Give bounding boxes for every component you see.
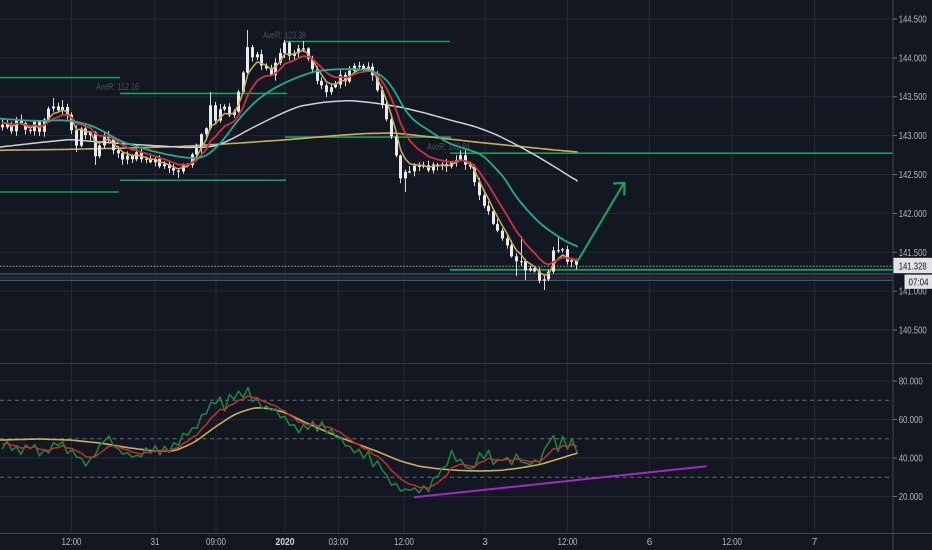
svg-text:31: 31 — [151, 537, 160, 548]
svg-text:2020: 2020 — [276, 537, 295, 548]
svg-text:12:00: 12:00 — [62, 537, 82, 548]
svg-text:12:00: 12:00 — [394, 537, 414, 548]
svg-text:3: 3 — [482, 537, 488, 548]
svg-text:AveR: 123.38: AveR: 123.38 — [263, 31, 306, 42]
svg-text:09:00: 09:00 — [206, 537, 226, 548]
svg-text:12:00: 12:00 — [722, 537, 742, 548]
svg-text:7: 7 — [812, 537, 818, 548]
svg-text:144.000: 144.000 — [899, 53, 927, 64]
svg-text:142.000: 142.000 — [899, 209, 927, 220]
svg-text:AveR: 112.16: AveR: 112.16 — [96, 82, 139, 93]
svg-text:141.500: 141.500 — [899, 248, 927, 259]
svg-text:12:00: 12:00 — [558, 537, 578, 548]
svg-text:80.000: 80.000 — [899, 377, 923, 388]
svg-text:03:00: 03:00 — [329, 537, 349, 548]
svg-text:142.500: 142.500 — [899, 170, 927, 181]
svg-text:141.000: 141.000 — [899, 287, 927, 298]
svg-text:143.000: 143.000 — [899, 131, 927, 142]
svg-text:AveR: 149.84: AveR: 149.84 — [427, 142, 470, 153]
svg-text:40.000: 40.000 — [899, 454, 923, 465]
svg-text:140.500: 140.500 — [899, 326, 927, 337]
svg-text:60.000: 60.000 — [899, 415, 923, 426]
svg-text:141.328: 141.328 — [899, 262, 927, 273]
svg-text:6: 6 — [647, 537, 653, 548]
svg-text:07:04: 07:04 — [909, 277, 929, 288]
svg-text:143.500: 143.500 — [899, 92, 927, 103]
svg-text:144.500: 144.500 — [899, 15, 927, 26]
svg-text:20.000: 20.000 — [899, 492, 923, 503]
